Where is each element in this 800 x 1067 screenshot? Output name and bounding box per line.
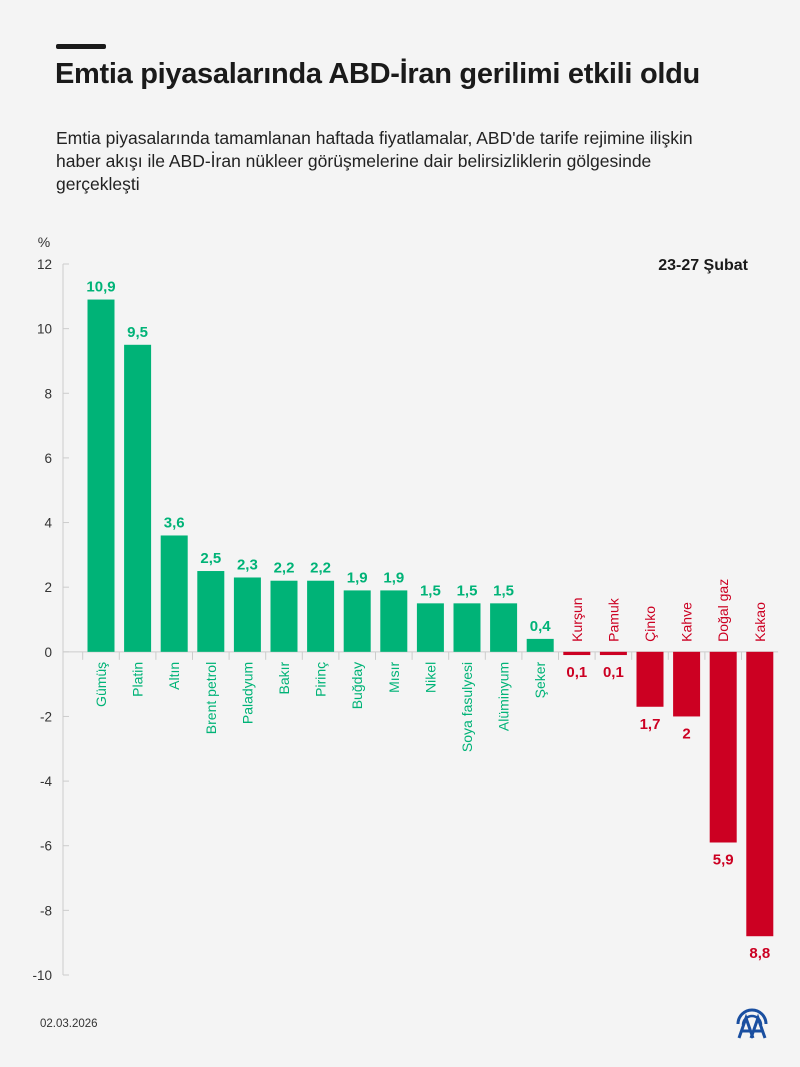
value-label: 5,9	[713, 851, 734, 868]
bar-15	[599, 651, 627, 656]
bar-11	[453, 603, 481, 652]
bar-14	[563, 651, 591, 656]
category-label: Kakao	[752, 602, 768, 642]
category-label: Paladyum	[239, 662, 255, 724]
value-label: 1,9	[347, 569, 368, 586]
value-label: 1,9	[383, 569, 404, 586]
y-axis-unit-label: %	[38, 234, 50, 250]
bar-6	[270, 580, 298, 652]
chart-title: Emtia piyasalarında ABD-İran gerilimi et…	[55, 58, 700, 90]
value-label: 2,3	[237, 556, 258, 573]
bar-12	[490, 603, 518, 652]
value-label: 1,7	[640, 716, 661, 733]
publish-date: 02.03.2026	[40, 1018, 98, 1030]
value-label: 0,1	[603, 664, 624, 681]
bar-5	[233, 577, 261, 652]
y-tick-label: -6	[40, 839, 52, 854]
value-label: 2,2	[310, 560, 331, 577]
category-label: Platin	[130, 662, 146, 697]
category-label: Kurşun	[569, 597, 585, 641]
value-label: 0,1	[566, 664, 587, 681]
value-label: 9,5	[127, 324, 148, 341]
y-tick-label: 4	[44, 516, 52, 531]
bar-18	[709, 651, 737, 843]
period-label: 23-27 Şubat	[658, 257, 748, 274]
category-label: Pamuk	[605, 597, 621, 642]
category-label: Bakır	[276, 661, 292, 694]
category-label: Brent petrol	[203, 662, 219, 734]
bar-19	[746, 651, 774, 937]
value-label: 0,4	[530, 618, 552, 635]
y-tick-label: -10	[32, 968, 52, 983]
bar-2	[124, 344, 152, 652]
category-label: Kahve	[679, 602, 695, 642]
category-label: Buğday	[349, 662, 365, 709]
value-label: 1,5	[420, 582, 441, 599]
bar-1	[87, 299, 115, 652]
bar-3	[160, 535, 188, 652]
category-label: Şeker	[532, 661, 548, 698]
value-label: 1,5	[493, 582, 514, 599]
y-tick-label: 12	[37, 257, 52, 272]
y-tick-label: 0	[44, 645, 52, 660]
y-tick-label: 6	[44, 451, 52, 466]
category-label: Alüminyum	[496, 662, 512, 731]
category-label: Gümüş	[93, 662, 109, 707]
category-label: Nikel	[422, 662, 438, 693]
chart-subtitle: Emtia piyasalarında tamamlanan haftada f…	[56, 128, 693, 194]
category-label: Pirinç	[313, 662, 329, 697]
value-label: 2,5	[200, 550, 221, 567]
bar-16	[636, 651, 664, 707]
category-label: Soya fasulyesi	[459, 662, 475, 752]
bar-10	[416, 603, 444, 652]
value-label: 2,2	[274, 560, 295, 577]
aa-logo-icon	[736, 1008, 768, 1039]
value-label: 8,8	[749, 945, 770, 962]
value-label: 3,6	[164, 514, 185, 531]
value-label: 2	[682, 725, 690, 742]
category-label: Altın	[166, 662, 182, 690]
bar-4	[197, 571, 225, 652]
bar-7	[307, 580, 335, 652]
y-tick-label: 10	[37, 322, 52, 337]
category-label: Mısır	[386, 661, 402, 692]
value-label: 1,5	[457, 582, 478, 599]
category-label: Doğal gaz	[715, 579, 731, 642]
y-tick-label: 8	[44, 386, 52, 401]
bar-17	[673, 651, 701, 717]
value-label: 10,9	[86, 279, 115, 296]
y-tick-label: -2	[40, 709, 52, 724]
bar-9	[380, 590, 408, 652]
y-tick-label: -4	[40, 774, 52, 789]
bar-13	[526, 638, 554, 652]
y-tick-label: 2	[44, 580, 52, 595]
bar-8	[343, 590, 371, 652]
y-tick-label: -8	[40, 903, 52, 918]
category-label: Çinko	[642, 606, 658, 642]
title-accent-rule	[56, 44, 106, 49]
